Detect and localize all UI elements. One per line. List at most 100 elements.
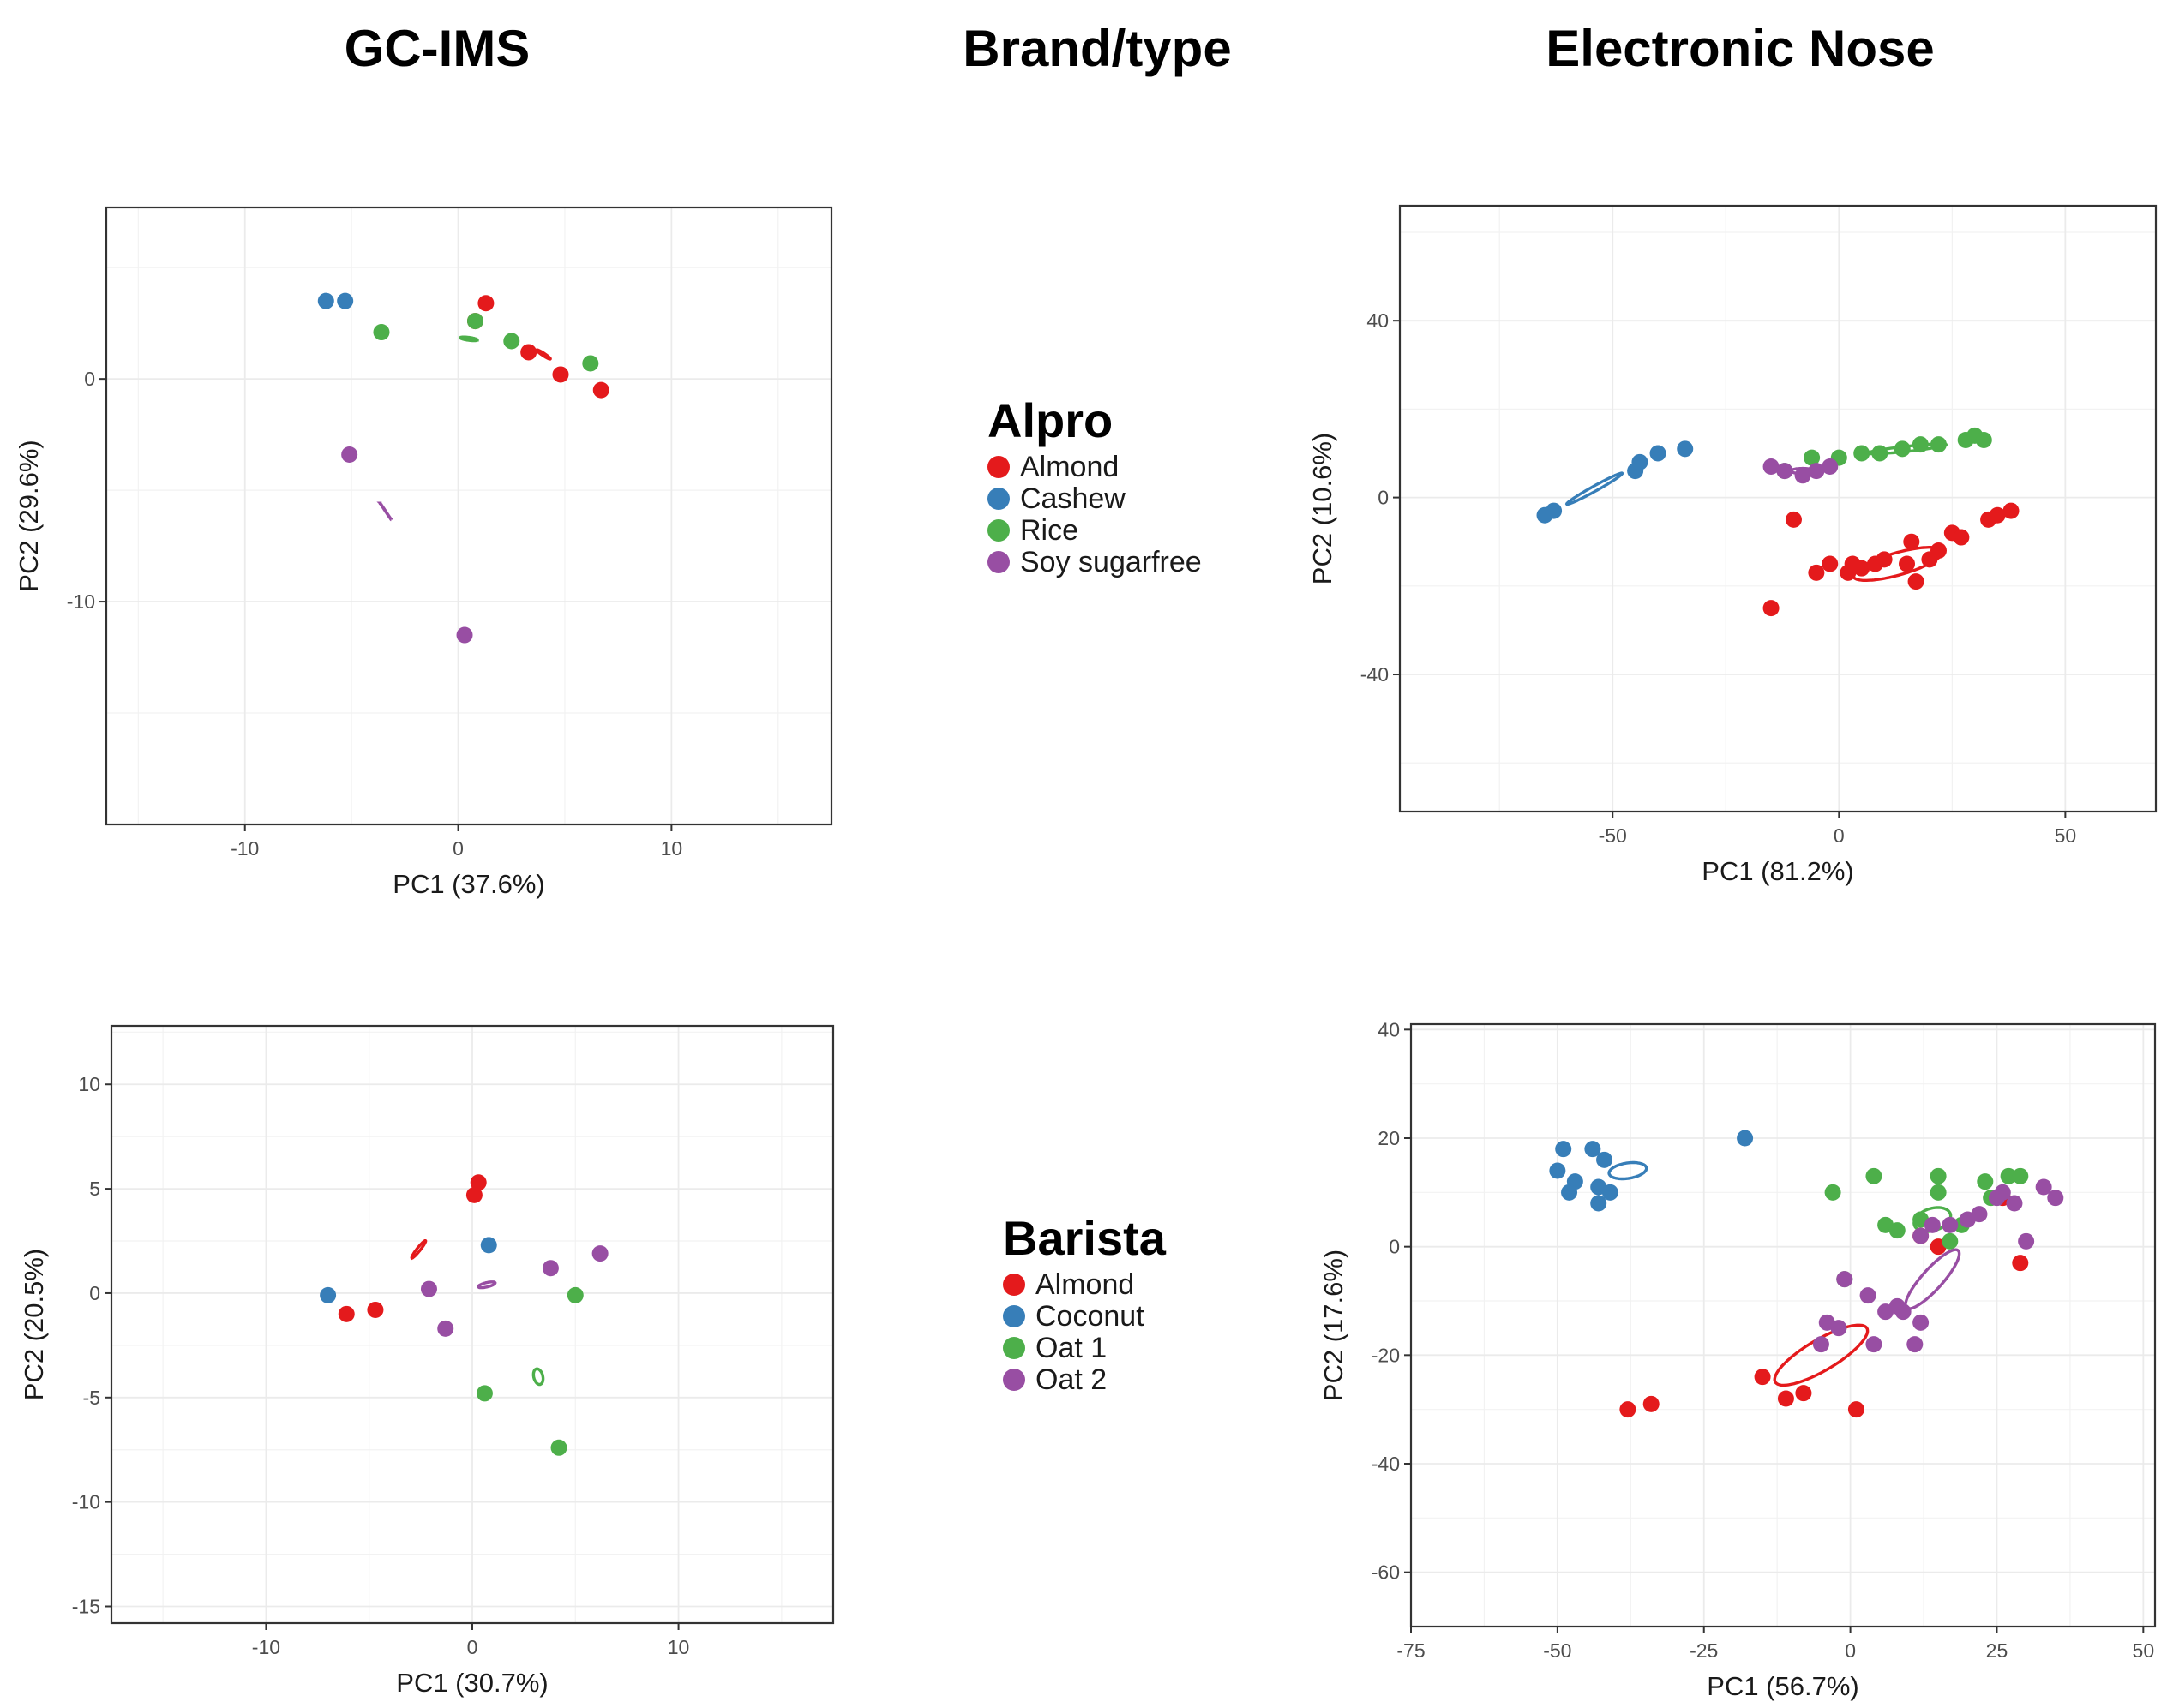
- oat-1-point: [2000, 1167, 2017, 1184]
- legend-item-label: Almond: [1035, 1268, 1135, 1301]
- soy-sugarfree-point: [1808, 463, 1825, 480]
- oat-2-dot-icon: [1003, 1369, 1025, 1392]
- coconut-point: [1561, 1184, 1578, 1201]
- electronic-nose-alpro-gridlines: [1400, 206, 2156, 812]
- gc-ims-barista-gridlines: [111, 1026, 833, 1623]
- oat-1-confidence-ellipse: [531, 1367, 545, 1387]
- y-tick-label: 5: [89, 1178, 100, 1200]
- coconut-point: [1555, 1141, 1572, 1158]
- oat-2-point: [1924, 1216, 1941, 1233]
- oat-2-point: [1865, 1336, 1882, 1353]
- oat-2-point: [591, 1245, 609, 1262]
- x-tick-label: 10: [661, 837, 683, 860]
- cashew-point: [1546, 502, 1563, 519]
- x-tick-label: -25: [1690, 1639, 1718, 1662]
- x-axis-label: PC1 (30.7%): [396, 1668, 548, 1698]
- x-tick-label: 0: [1845, 1639, 1856, 1662]
- x-tick-label: -75: [1396, 1639, 1425, 1662]
- soy-sugarfree-point: [1794, 467, 1811, 484]
- legend-item-label: Oat 2: [1035, 1363, 1108, 1396]
- soy-sugarfree-point: [1762, 458, 1780, 475]
- legend-item-soy-sugarfree: Soy sugarfree: [987, 546, 1202, 578]
- y-tick-label: -60: [1372, 1561, 1400, 1584]
- x-tick-label: 25: [1986, 1639, 2008, 1662]
- oat-2-point: [1971, 1206, 1988, 1223]
- soy-sugarfree-point: [456, 626, 473, 644]
- electronic-nose-alpro-panel: -50 0 50 40 0 -40 PC1 (81.2%) PC2 (10.6%): [1307, 204, 2158, 886]
- legend-item-cashew: Cashew: [987, 482, 1202, 515]
- y-tick-label: 0: [84, 368, 95, 390]
- electronic-nose-barista-data: [1549, 1130, 2064, 1418]
- soy-sugarfree-point: [1822, 458, 1839, 475]
- almond-point: [520, 344, 537, 361]
- electronic-nose-alpro-border: [1398, 204, 2158, 813]
- gc-ims-barista-data: [320, 1174, 609, 1456]
- cashew-point: [337, 292, 354, 309]
- oat-1-point: [550, 1439, 567, 1456]
- almond-dot-icon: [1003, 1274, 1025, 1297]
- almond-point: [1808, 564, 1825, 581]
- x-tick-label: -50: [1543, 1639, 1571, 1662]
- x-tick-label: 0: [1834, 824, 1845, 847]
- oat-2-point: [1912, 1227, 1930, 1244]
- oat-2-point: [542, 1260, 559, 1277]
- almond-point: [1754, 1369, 1771, 1386]
- legend-item-coconut: Coconut: [1003, 1299, 1166, 1333]
- oat-2-point: [2018, 1232, 2035, 1250]
- x-tick-label: 0: [453, 837, 464, 860]
- gc-ims-alpro-background: [106, 207, 831, 824]
- coconut-point: [1737, 1130, 1754, 1147]
- soy-sugarfree-point: [341, 446, 358, 464]
- coconut-confidence-ellipse: [1607, 1160, 1648, 1181]
- almond-point: [2012, 1255, 2029, 1272]
- almond-confidence-ellipse: [535, 348, 552, 361]
- almond-point: [1642, 1395, 1660, 1412]
- oat-2-point: [1942, 1216, 1959, 1233]
- almond-point: [367, 1301, 384, 1318]
- almond-point: [1785, 511, 1802, 528]
- electronic-nose-barista-panel: -75 -50 -25 0 25 50 40 20 0 -20 -40 -60 PC1 (56.7%) P…: [1318, 1018, 2157, 1701]
- y-tick-label: -5: [83, 1387, 100, 1409]
- gc-ims-barista-panel: -10 0 10 10 5 0 -5 -10 -15 PC1 (30.7%) PC2 (20.5%): [19, 1024, 835, 1698]
- oat-2-point: [2035, 1178, 2052, 1196]
- y-tick-label: 20: [1378, 1127, 1400, 1149]
- almond-point: [1899, 555, 1916, 572]
- gc-ims-alpro-data: [317, 292, 609, 644]
- x-tick-label: 50: [2133, 1639, 2155, 1662]
- electronic-nose-barista-gridlines: [1410, 1024, 2155, 1627]
- brand-type-column-title: Brand/type: [963, 20, 1232, 77]
- almond-point: [1822, 555, 1839, 572]
- y-tick-label: 10: [78, 1073, 100, 1095]
- y-tick-label: -20: [1372, 1344, 1400, 1366]
- coconut-point: [1590, 1195, 1607, 1212]
- y-tick-label: 0: [1378, 487, 1389, 509]
- cashew-point: [1631, 453, 1648, 470]
- oat-1-point: [1930, 1184, 1947, 1201]
- oat-2-point: [2006, 1195, 2023, 1212]
- y-axis-label: PC2 (20.5%): [19, 1249, 49, 1400]
- almond-point: [465, 1186, 483, 1203]
- legend-item-label: Coconut: [1035, 1299, 1144, 1333]
- x-axis-label: PC1 (37.6%): [393, 869, 544, 899]
- rice-point: [1871, 445, 1888, 462]
- y-tick-label: -10: [67, 590, 95, 613]
- almond-point: [1762, 600, 1780, 617]
- oat-2-point: [1994, 1184, 2011, 1201]
- rice-point: [1853, 445, 1870, 462]
- almond-point: [477, 295, 495, 312]
- rice-point: [373, 324, 390, 341]
- oat-1-point: [1824, 1184, 1841, 1201]
- legend-item-almond: Almond: [987, 451, 1202, 483]
- oat-1-point: [567, 1286, 584, 1303]
- oat-2-point: [1894, 1303, 1912, 1321]
- oat-1-point: [1977, 1173, 1994, 1190]
- oat-2-point: [1859, 1287, 1876, 1304]
- y-tick-label: -40: [1360, 663, 1389, 686]
- y-tick-label: 40: [1378, 1018, 1400, 1040]
- oat-1-point: [476, 1385, 493, 1402]
- oat-2-point: [1836, 1271, 1853, 1288]
- y-tick-label: -10: [72, 1491, 100, 1513]
- soy-sugarfree-point: [1776, 463, 1793, 480]
- legend-item-label: Oat 1: [1035, 1331, 1108, 1364]
- cashew-point: [317, 292, 334, 309]
